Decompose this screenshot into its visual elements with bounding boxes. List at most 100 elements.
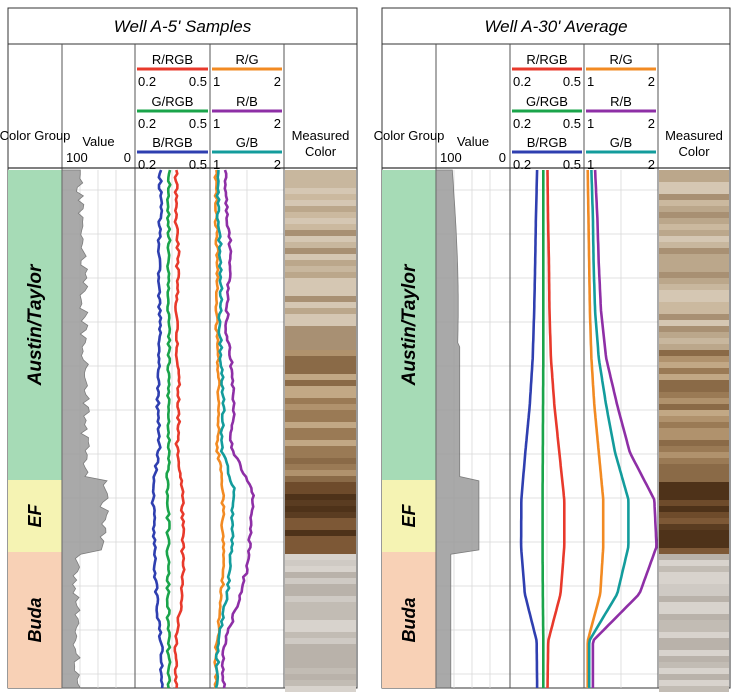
color-stripe <box>285 500 356 506</box>
color-stripe <box>285 398 356 404</box>
color-stripe <box>659 536 729 542</box>
track-label: R/B <box>610 94 632 109</box>
zone-ef <box>8 480 62 552</box>
color-stripe <box>659 476 729 482</box>
color-stripe <box>285 626 356 632</box>
color-stripe <box>659 446 729 452</box>
track-label: R/G <box>235 52 258 67</box>
color-stripe <box>285 602 356 608</box>
color-stripe <box>659 644 729 650</box>
value-curve <box>435 169 480 689</box>
color-stripe <box>659 428 729 434</box>
color-stripe <box>285 566 356 572</box>
color-stripe <box>659 248 729 254</box>
color-stripe <box>659 626 729 632</box>
color-stripe <box>659 170 729 176</box>
color-stripe <box>285 356 356 362</box>
color-stripe <box>285 644 356 650</box>
color-stripe <box>659 422 729 428</box>
color-stripe <box>285 230 356 236</box>
color-stripe <box>285 506 356 512</box>
color-stripe <box>285 284 356 290</box>
track-scale-max: 0.5 <box>563 74 581 89</box>
color-stripe <box>659 470 729 476</box>
color-stripe <box>285 260 356 266</box>
color-stripe <box>285 302 356 308</box>
color-stripe <box>285 320 356 326</box>
track-scale-min: 0.2 <box>513 74 531 89</box>
color-stripe <box>659 584 729 590</box>
color-stripe <box>285 242 356 248</box>
color-stripe <box>285 494 356 500</box>
zone-label: EF <box>25 504 45 528</box>
color-stripe <box>659 224 729 230</box>
color-stripe <box>285 254 356 260</box>
track-scale-max: 2 <box>274 157 281 172</box>
color-stripe <box>659 380 729 386</box>
color-group-header: Color Group <box>0 128 70 143</box>
color-stripe <box>285 236 356 242</box>
color-stripe <box>285 446 356 452</box>
track-scale-min: 1 <box>587 74 594 89</box>
color-stripe <box>285 662 356 668</box>
color-stripe <box>285 194 356 200</box>
color-stripe <box>285 524 356 530</box>
color-stripe <box>659 566 729 572</box>
color-stripe <box>285 368 356 374</box>
color-stripe <box>659 218 729 224</box>
color-stripe <box>285 530 356 536</box>
color-stripe <box>285 590 356 596</box>
value-scale-left: 100 <box>66 150 88 165</box>
color-stripe <box>285 422 356 428</box>
color-stripe <box>659 674 729 680</box>
color-stripe <box>285 416 356 422</box>
track-scale-max: 2 <box>648 74 655 89</box>
color-stripe <box>659 416 729 422</box>
color-stripe <box>659 194 729 200</box>
track-label: G/RGB <box>152 94 194 109</box>
zone-label: Austin/Taylor <box>25 263 46 386</box>
color-stripe <box>659 500 729 506</box>
color-stripe <box>659 632 729 638</box>
track-scale-min: 0.2 <box>138 74 156 89</box>
track-scale-max: 2 <box>648 116 655 131</box>
zone-label: Buda <box>25 598 45 643</box>
color-stripe <box>285 410 356 416</box>
color-stripe <box>285 428 356 434</box>
color-stripe <box>285 548 356 554</box>
color-group-header: Color Group <box>374 128 445 143</box>
color-stripe <box>285 296 356 302</box>
color-stripe <box>285 332 356 338</box>
color-stripe <box>285 224 356 230</box>
color-stripe <box>659 524 729 530</box>
color-stripe <box>285 512 356 518</box>
color-stripe <box>285 638 356 644</box>
color-stripe <box>659 398 729 404</box>
color-stripe <box>285 308 356 314</box>
color-stripe <box>285 668 356 674</box>
track-label: G/RGB <box>526 94 568 109</box>
color-stripe <box>659 506 729 512</box>
color-stripe <box>285 536 356 542</box>
color-stripe <box>285 338 356 344</box>
color-stripe <box>659 530 729 536</box>
track-scale-max: 2 <box>274 74 281 89</box>
color-stripe <box>285 680 356 686</box>
color-stripe <box>285 554 356 560</box>
color-stripe <box>659 410 729 416</box>
color-stripe <box>659 314 729 320</box>
color-stripe <box>659 278 729 284</box>
color-stripe <box>659 620 729 626</box>
series-line-r-b <box>591 169 658 688</box>
value-header: Value <box>82 134 114 149</box>
color-stripe <box>659 326 729 332</box>
color-stripe <box>659 272 729 278</box>
track-scale-min: 1 <box>213 74 220 89</box>
track-label: R/B <box>236 94 258 109</box>
color-stripe <box>659 590 729 596</box>
color-stripe <box>659 386 729 392</box>
color-stripe <box>659 344 729 350</box>
track-label: G/B <box>236 135 258 150</box>
color-stripe <box>285 674 356 680</box>
color-stripe <box>659 518 729 524</box>
